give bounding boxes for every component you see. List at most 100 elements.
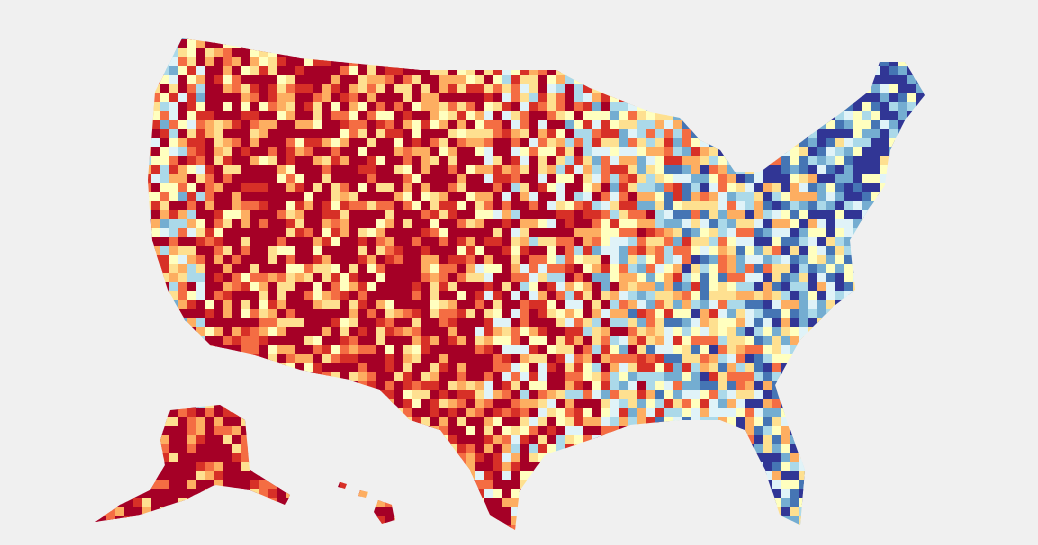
county (331, 345, 342, 358)
county (169, 102, 182, 111)
county (565, 228, 574, 238)
county (178, 147, 188, 162)
county (520, 219, 535, 229)
county (610, 336, 619, 349)
county (619, 219, 628, 228)
county (754, 183, 767, 192)
county (304, 345, 313, 360)
county (169, 120, 179, 130)
county (457, 192, 472, 201)
county (295, 309, 310, 318)
county (529, 210, 539, 219)
county (628, 300, 642, 309)
county (178, 201, 192, 210)
county (376, 381, 391, 390)
county (871, 102, 880, 112)
county (286, 264, 301, 275)
county (520, 228, 529, 237)
county (331, 327, 346, 337)
county (268, 327, 277, 337)
county (619, 363, 631, 374)
county (610, 372, 625, 382)
county (493, 165, 509, 176)
county (493, 138, 503, 152)
county (196, 39, 205, 53)
county (421, 66, 436, 75)
county (610, 273, 623, 283)
county (466, 120, 480, 129)
county (385, 237, 397, 247)
county (691, 318, 702, 327)
county (286, 111, 299, 122)
county (583, 327, 597, 338)
county (187, 291, 198, 307)
county (628, 147, 639, 162)
county (799, 138, 811, 148)
county (592, 363, 608, 373)
county (502, 219, 513, 235)
county (700, 390, 709, 406)
county (439, 129, 454, 140)
county (673, 390, 688, 400)
county (421, 345, 433, 354)
county (358, 318, 374, 328)
county (268, 246, 279, 257)
county (817, 192, 826, 207)
county (196, 93, 209, 102)
county (520, 336, 530, 347)
county (646, 129, 656, 140)
county (556, 129, 565, 141)
county (394, 399, 410, 409)
county (367, 192, 379, 202)
county (520, 246, 530, 259)
county (565, 120, 575, 130)
county (250, 66, 260, 76)
county (574, 93, 583, 108)
county (367, 147, 378, 161)
county (538, 237, 548, 248)
county (484, 102, 493, 111)
county (763, 291, 774, 305)
county (340, 237, 354, 248)
county (565, 75, 580, 84)
county (322, 192, 336, 203)
county (538, 93, 547, 108)
county (655, 192, 666, 203)
county (304, 219, 315, 228)
county (691, 228, 701, 242)
county (727, 201, 743, 211)
county (385, 363, 394, 378)
county (520, 282, 530, 293)
county (466, 363, 479, 373)
county (592, 102, 602, 116)
county (196, 183, 208, 194)
county (412, 93, 421, 102)
county (574, 417, 585, 429)
county (682, 147, 698, 156)
county (466, 345, 476, 358)
county (160, 201, 169, 211)
county (466, 372, 479, 383)
county (286, 219, 295, 235)
county (871, 156, 886, 166)
county (241, 66, 255, 77)
county (313, 228, 324, 244)
county (421, 129, 434, 140)
county (187, 237, 202, 248)
county (655, 156, 666, 166)
county (394, 183, 404, 198)
county (691, 246, 707, 256)
county (196, 300, 206, 314)
county (241, 264, 251, 274)
county (430, 93, 443, 103)
county (196, 327, 206, 341)
county (601, 219, 612, 234)
county (772, 228, 787, 237)
county (763, 426, 773, 438)
county (547, 426, 556, 435)
county (484, 237, 499, 247)
county (286, 354, 301, 364)
county (331, 93, 340, 103)
county (376, 327, 388, 338)
county (880, 84, 891, 99)
